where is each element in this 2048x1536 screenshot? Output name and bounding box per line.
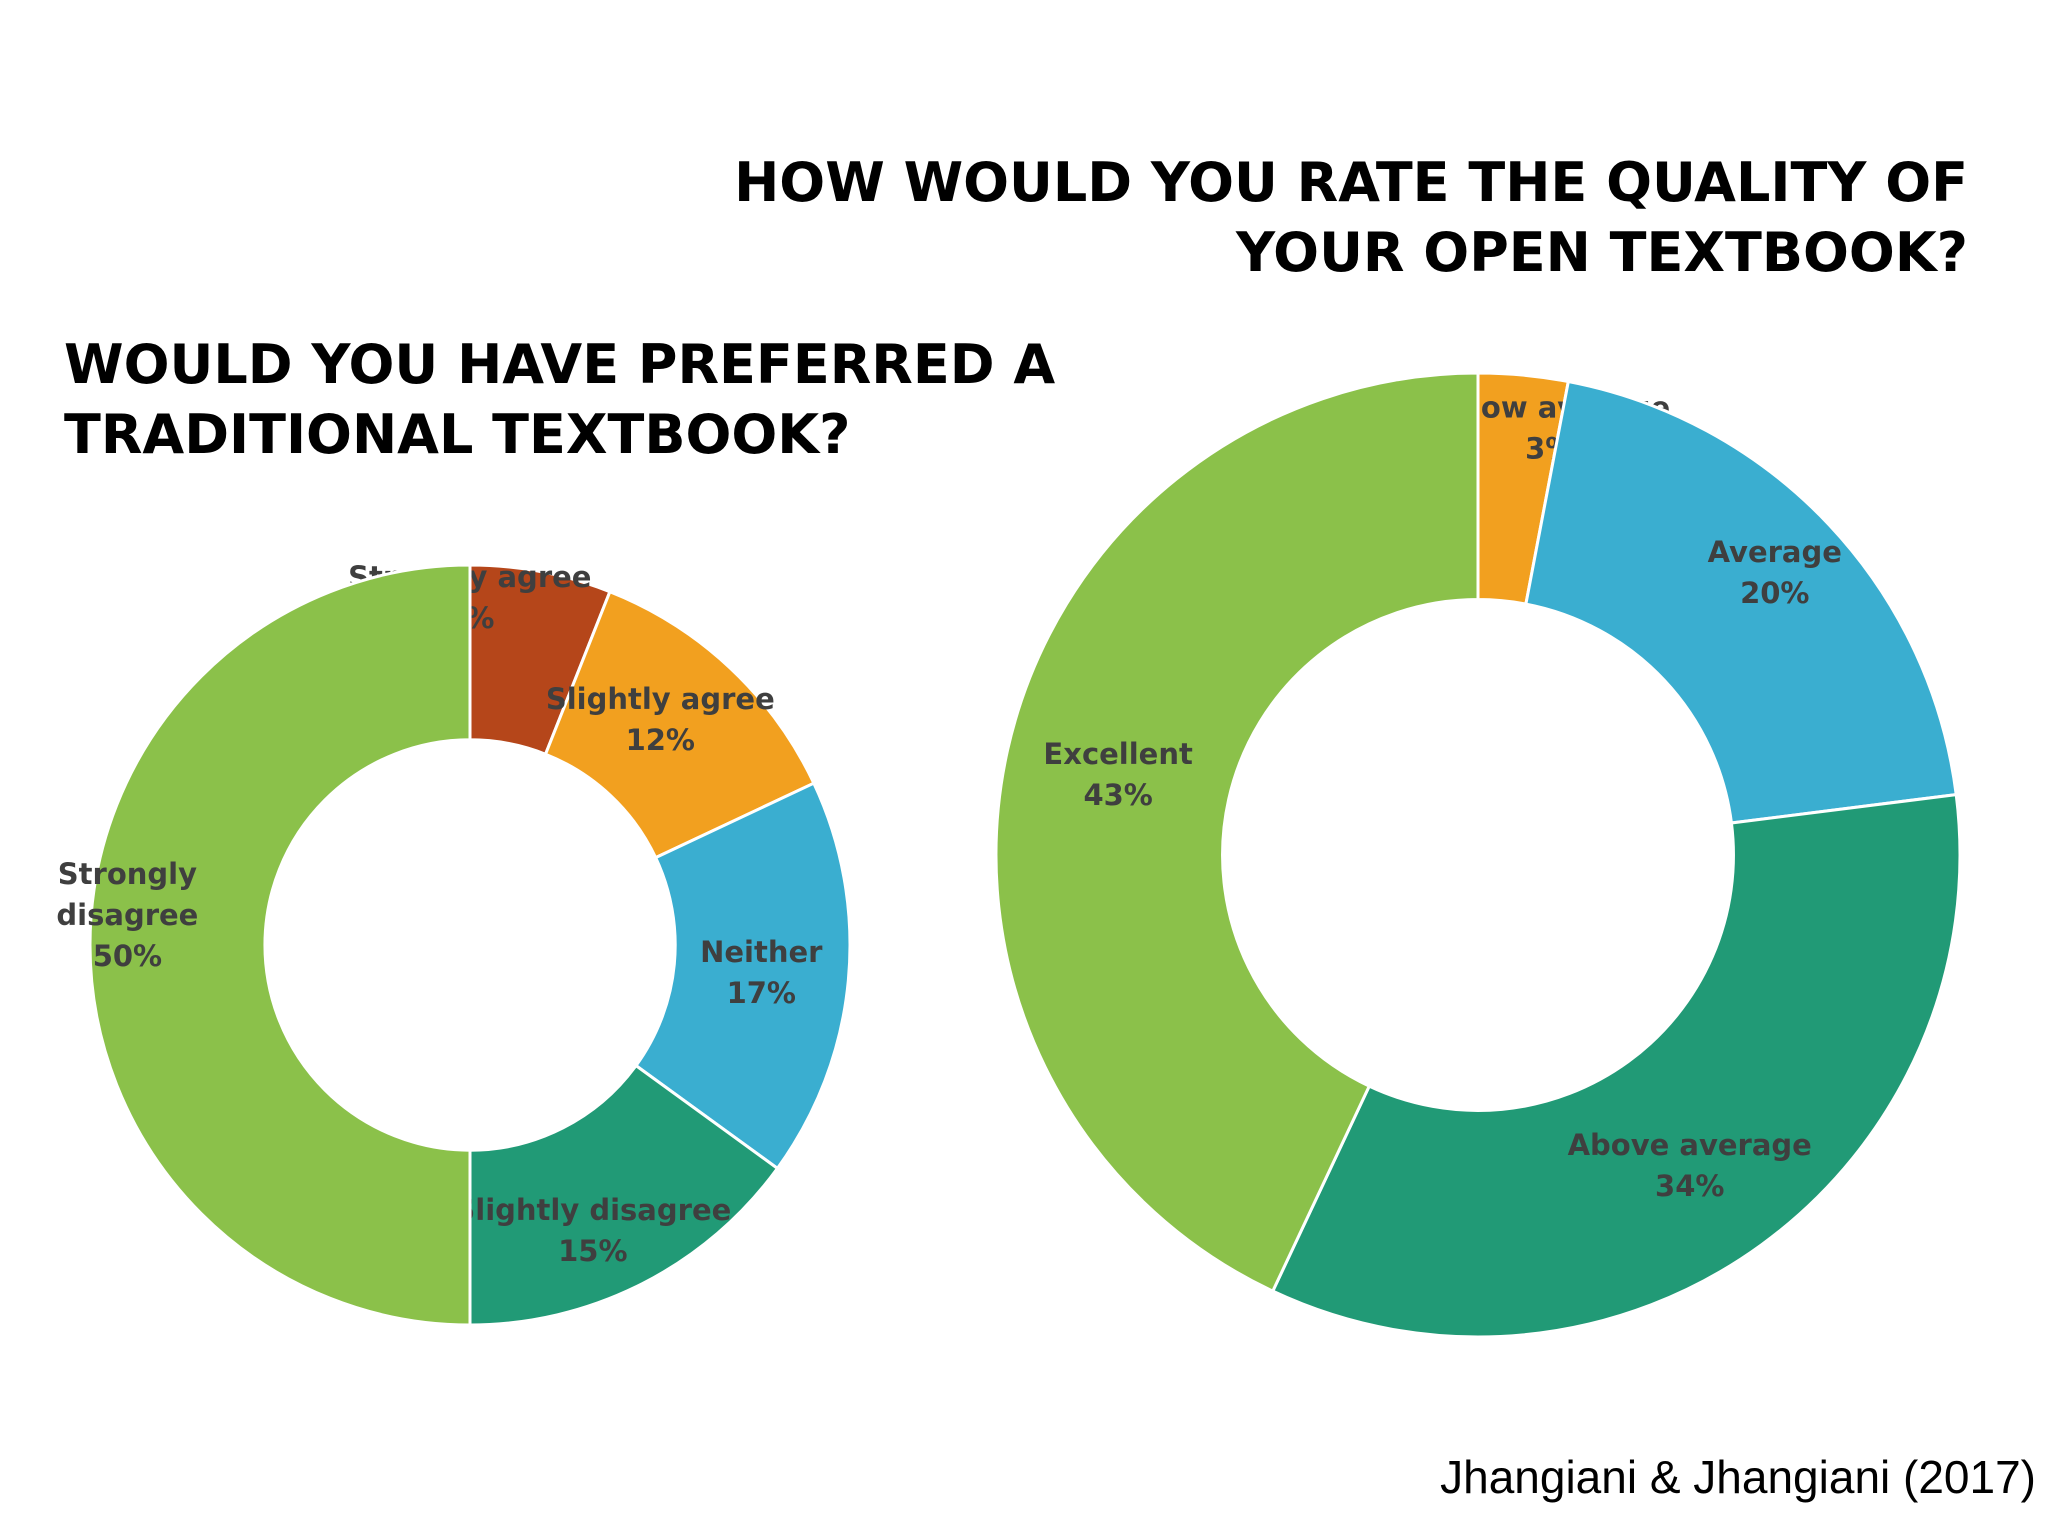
- slice-slightly-agree: [543, 589, 816, 860]
- data-label-above-average: Above average 34%: [1568, 1128, 1812, 1203]
- category-label: Slightly disagree: [454, 1193, 731, 1227]
- slice-average: [1524, 379, 1958, 825]
- data-label-slightly-disagree: Slightly disagree 15%: [454, 1193, 731, 1268]
- category-label: Average: [1708, 535, 1842, 569]
- value-label: 43%: [1083, 778, 1152, 812]
- value-label: 12%: [626, 723, 695, 757]
- slice-neither: [633, 781, 852, 1171]
- data-label-neither: Neither 17%: [700, 935, 823, 1010]
- value-label: 15%: [558, 1234, 627, 1268]
- category-label: Excellent: [1043, 737, 1193, 771]
- donut-chart-preference: Strongly agree6%Slightly agree12%Neither…: [56, 560, 852, 1327]
- data-label-slightly-agree: Slightly agree 12%: [546, 682, 775, 757]
- data-label-strongly-disagree: Strongly disagree 50%: [56, 857, 198, 973]
- value-label: 34%: [1655, 1169, 1724, 1203]
- category-label: Strongly: [58, 857, 197, 891]
- category-label: Neither: [700, 935, 823, 969]
- slice-slightly-disagree: [468, 1063, 780, 1327]
- slice-excellent: [994, 371, 1480, 1294]
- category-label: disagree: [56, 898, 198, 932]
- data-label-excellent: Excellent 43%: [1043, 737, 1193, 812]
- value-label: 50%: [93, 939, 162, 973]
- slice-above-average: [1270, 792, 1962, 1339]
- category-label: Slightly agree: [546, 682, 775, 716]
- value-label: 17%: [727, 976, 796, 1010]
- value-label: 20%: [1740, 576, 1809, 610]
- donut-chart-quality: Below average 3%Average 20%Above average 34…: [994, 371, 1962, 1339]
- category-label: Above average: [1568, 1128, 1812, 1162]
- chart-title-preference: WOULD YOU HAVE PREFERRED A TRADITIONAL T…: [64, 333, 1056, 466]
- citation: Jhangiani & Jhangiani (2017): [1440, 1451, 2036, 1503]
- slice-strongly-disagree: [88, 563, 472, 1327]
- data-label-average: Average 20%: [1708, 535, 1842, 610]
- chart-title-quality: HOW WOULD YOU RATE THE QUALITY OF YOUR O…: [734, 151, 1968, 284]
